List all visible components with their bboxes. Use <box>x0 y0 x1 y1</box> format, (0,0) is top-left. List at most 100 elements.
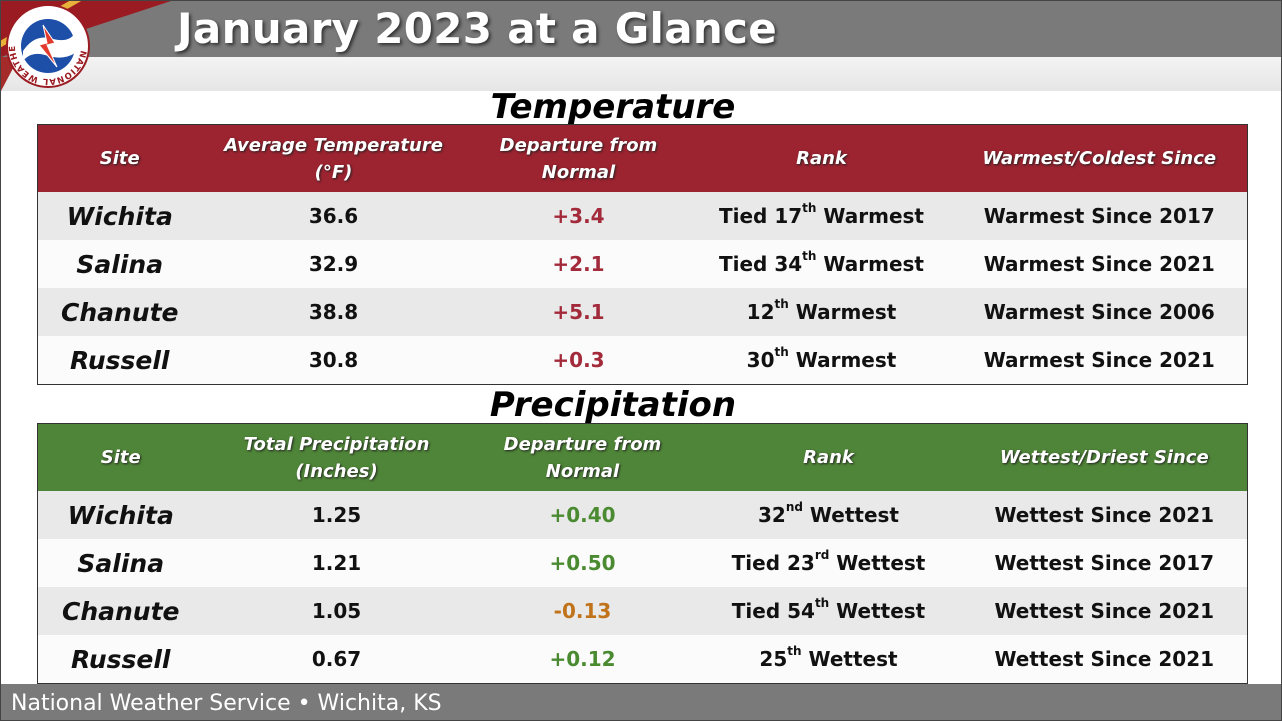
departure-value: +5.1 <box>465 288 692 336</box>
since-cell: Wettest Since 2021 <box>961 635 1248 684</box>
col-header-rank: Rank <box>695 423 962 491</box>
rank-label: Warmest <box>816 204 924 228</box>
rank-cell: 32nd Wettest <box>695 491 962 539</box>
header-line: (Inches) <box>295 460 378 482</box>
table-row: Russell 0.67 +0.12 25th Wettest Wettest … <box>37 635 1248 684</box>
departure-value: +2.1 <box>465 240 692 288</box>
rank-cell: Tied 17th Warmest <box>691 192 952 240</box>
temperature-header-row: Site Average Temperature (°F) Departure f… <box>37 124 1248 192</box>
page-title: January 2023 at a Glance <box>177 4 778 53</box>
departure-value: -0.13 <box>469 587 696 635</box>
header-line: Normal <box>541 161 616 183</box>
rank-cell: Tied 34th Warmest <box>691 240 952 288</box>
header-line: Total Precipitation <box>243 433 430 455</box>
rank-suffix: th <box>774 345 789 359</box>
site-name: Russell <box>37 635 204 684</box>
site-name: Wichita <box>37 491 204 539</box>
avg-temp-value: 38.8 <box>201 288 466 336</box>
col-header-avg-temp: Average Temperature (°F) <box>201 124 466 192</box>
site-name: Chanute <box>37 587 204 635</box>
rank-text: 25 <box>759 647 788 671</box>
col-header-since: Warmest/Coldest Since <box>951 124 1248 192</box>
departure-value: +0.40 <box>469 491 696 539</box>
col-header-site: Site <box>37 124 202 192</box>
temperature-section-title: Temperature <box>490 87 736 127</box>
rank-suffix: rd <box>814 548 830 562</box>
rank-suffix: th <box>802 201 817 215</box>
precipitation-section-title: Precipitation <box>489 385 737 425</box>
site-name: Salina <box>37 539 204 587</box>
rank-suffix: th <box>787 644 802 658</box>
total-precip-value: 1.05 <box>203 587 470 635</box>
rank-suffix: nd <box>785 500 803 514</box>
header-line: Departure from <box>503 433 662 455</box>
table-row: Wichita 36.6 +3.4 Tied 17th Warmest Warm… <box>37 192 1248 240</box>
col-header-rank: Rank <box>691 124 952 192</box>
since-cell: Warmest Since 2006 <box>951 288 1248 336</box>
rank-text: Tied 23 <box>731 551 815 575</box>
avg-temp-value: 30.8 <box>201 336 466 385</box>
rank-cell: 12th Warmest <box>691 288 952 336</box>
footer-text: National Weather Service • Wichita, KS <box>11 691 442 716</box>
site-name: Wichita <box>37 192 202 240</box>
site-name: Salina <box>37 240 202 288</box>
rank-text: 32 <box>757 503 786 527</box>
rank-cell: 30th Warmest <box>691 336 952 385</box>
precipitation-table: Site Total Precipitation (Inches) Departu… <box>37 423 1248 684</box>
rank-text: Tied 17 <box>718 204 803 228</box>
col-header-since: Wettest/Driest Since <box>961 423 1248 491</box>
since-cell: Wettest Since 2021 <box>961 587 1248 635</box>
since-cell: Wettest Since 2021 <box>961 491 1248 539</box>
header-line: Average Temperature <box>224 134 443 156</box>
rank-label: Wettest <box>829 599 926 623</box>
rank-label: Wettest <box>801 647 898 671</box>
departure-value: +0.3 <box>465 336 692 385</box>
rank-label: Wettest <box>829 551 926 575</box>
rank-label: Wettest <box>802 503 899 527</box>
table-row: Salina 32.9 +2.1 Tied 34th Warmest Warme… <box>37 240 1248 288</box>
col-header-site: Site <box>37 423 204 491</box>
table-row: Chanute 38.8 +5.1 12th Warmest Warmest S… <box>37 288 1248 336</box>
rank-cell: Tied 23rd Wettest <box>695 539 962 587</box>
site-name: Russell <box>37 336 202 385</box>
col-header-departure: Departure from Normal <box>469 423 696 491</box>
since-cell: Wettest Since 2017 <box>961 539 1248 587</box>
rank-cell: Tied 54th Wettest <box>695 587 962 635</box>
rank-label: Warmest <box>816 252 924 276</box>
header-line: Normal <box>545 460 620 482</box>
rank-text: Tied 54 <box>731 599 815 623</box>
rank-label: Warmest <box>788 348 897 372</box>
col-header-departure: Departure from Normal <box>465 124 692 192</box>
since-cell: Warmest Since 2017 <box>951 192 1248 240</box>
table-row: Russell 30.8 +0.3 30th Warmest Warmest S… <box>37 336 1248 385</box>
rank-suffix: th <box>814 596 830 610</box>
total-precip-value: 1.25 <box>203 491 470 539</box>
table-row: Wichita 1.25 +0.40 32nd Wettest Wettest … <box>37 491 1248 539</box>
nws-logo-icon: NATIONAL WEATHER SERVICE <box>5 3 90 88</box>
site-name: Chanute <box>37 288 202 336</box>
departure-value: +0.12 <box>469 635 696 684</box>
rank-suffix: th <box>802 249 817 263</box>
table-row: Chanute 1.05 -0.13 Tied 54th Wettest Wet… <box>37 587 1248 635</box>
rank-text: 30 <box>746 348 775 372</box>
footer-bar: National Weather Service • Wichita, KS <box>1 684 1281 720</box>
since-cell: Warmest Since 2021 <box>951 240 1248 288</box>
departure-value: +3.4 <box>465 192 692 240</box>
precipitation-header-row: Site Total Precipitation (Inches) Departu… <box>37 423 1248 491</box>
col-header-total-precip: Total Precipitation (Inches) <box>203 423 470 491</box>
table-row: Salina 1.21 +0.50 Tied 23rd Wettest Wett… <box>37 539 1248 587</box>
rank-label: Warmest <box>788 300 897 324</box>
total-precip-value: 0.67 <box>203 635 470 684</box>
header-subbar <box>1 57 1281 91</box>
temperature-table: Site Average Temperature (°F) Departure f… <box>37 124 1248 385</box>
avg-temp-value: 36.6 <box>201 192 466 240</box>
rank-text: Tied 34 <box>718 252 803 276</box>
avg-temp-value: 32.9 <box>201 240 466 288</box>
total-precip-value: 1.21 <box>203 539 470 587</box>
rank-text: 12 <box>746 300 775 324</box>
departure-value: +0.50 <box>469 539 696 587</box>
header-line: (°F) <box>314 161 353 183</box>
rank-cell: 25th Wettest <box>695 635 962 684</box>
rank-suffix: th <box>774 297 789 311</box>
